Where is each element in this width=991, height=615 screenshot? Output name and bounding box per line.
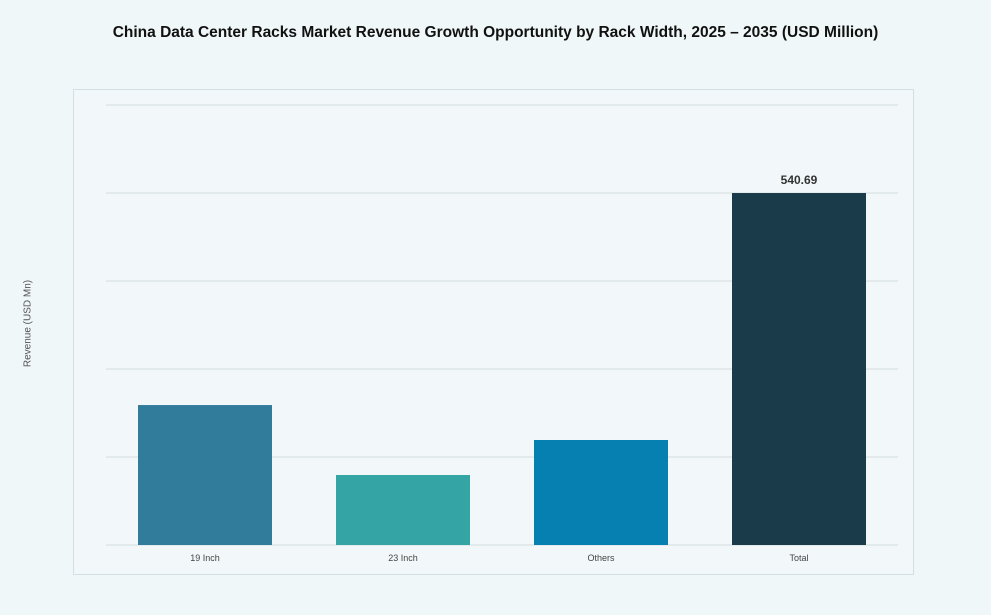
bar-others xyxy=(534,439,668,545)
x-tick-label: 19 Inch xyxy=(190,553,220,563)
x-tick-label: 23 Inch xyxy=(388,553,418,563)
bar-19-inch xyxy=(138,405,272,545)
x-tick-label: Others xyxy=(587,553,615,563)
data-label: 540.69 xyxy=(781,173,818,187)
bar-23-inch xyxy=(336,475,470,545)
x-tick-label: Total xyxy=(789,553,808,563)
bar-total xyxy=(732,193,866,545)
chart-title: China Data Center Racks Market Revenue G… xyxy=(112,24,879,41)
